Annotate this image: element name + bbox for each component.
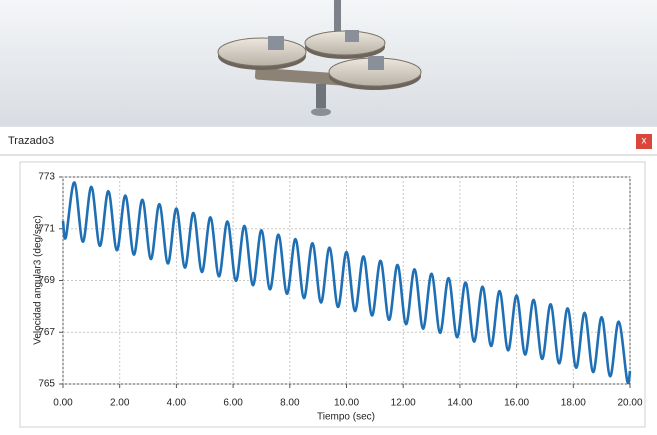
x-tick-label: 12.00 [391, 398, 416, 409]
x-tick-label: 8.00 [280, 398, 300, 409]
y-tick-label: 769 [38, 275, 55, 286]
x-tick-label: 4.00 [167, 398, 187, 409]
x-tick-label: 0.00 [53, 398, 73, 409]
y-tick-label: 765 [38, 379, 55, 390]
y-tick-label: 773 [38, 172, 55, 183]
window-title: Trazado3 [8, 135, 54, 147]
close-label[interactable]: x [642, 136, 647, 147]
x-tick-label: 20.00 [617, 398, 642, 409]
window-bar [0, 125, 657, 155]
y-tick-label: 767 [38, 327, 55, 338]
x-axis-label: Tiempo (sec) [317, 412, 375, 423]
x-tick-label: 2.00 [110, 398, 130, 409]
viewport[interactable] [0, 0, 657, 125]
x-tick-label: 6.00 [223, 398, 243, 409]
screen: Trazado3 x Velocidad angular3 (deg/sec) … [0, 0, 657, 430]
x-tick-label: 14.00 [447, 398, 472, 409]
x-tick-label: 16.00 [504, 398, 529, 409]
x-tick-label: 18.00 [561, 398, 586, 409]
y-tick-label: 771 [38, 223, 55, 234]
x-tick-label: 10.00 [334, 398, 359, 409]
